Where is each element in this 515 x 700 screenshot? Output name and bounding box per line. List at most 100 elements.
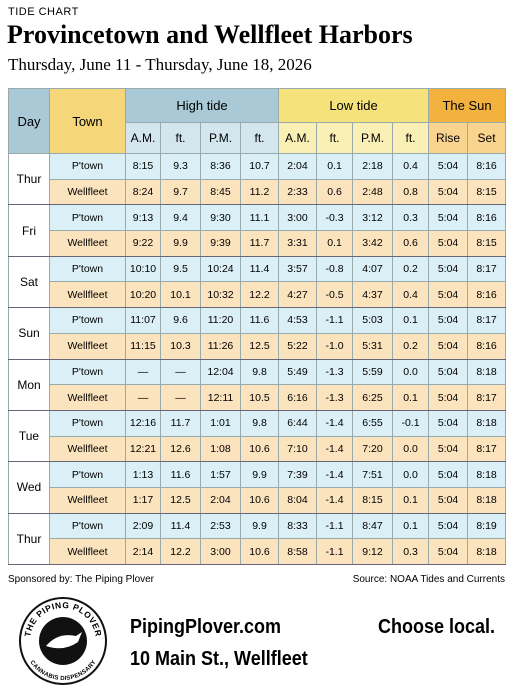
sponsor: Sponsored by: The Piping Plover <box>8 574 155 585</box>
value-cell: 9:12 <box>352 538 393 565</box>
value-cell: 12:04 <box>200 358 241 386</box>
table-row: Thur P'town 2:09 11.4 2:53 9.9 8:33 -1.1 8:47 0.1… <box>8 512 507 566</box>
value-cell: 0.2 <box>391 332 430 360</box>
value-cell: 10.7 <box>240 153 279 180</box>
town-cell: P'town <box>49 255 126 283</box>
subheader-cell: P.M. <box>352 122 393 154</box>
value-cell: 11.7 <box>160 409 201 437</box>
table-row: Wellfleet 9:22 9.9 9:39 11.7 3:31 0.1 3:42 0.6 5:… <box>8 230 507 257</box>
value-cell: 0.3 <box>391 538 430 565</box>
title: Provincetown and Wellfleet Harbors <box>7 20 413 49</box>
value-cell: 12.5 <box>240 332 279 360</box>
town-cell: Wellfleet <box>49 538 126 565</box>
value-cell: 10.5 <box>240 384 279 411</box>
tide-table: Day Town High tide Low tide The Sun A.M. f… <box>8 88 507 566</box>
value-cell: 8:36 <box>200 153 241 180</box>
header-cell: Day <box>8 88 50 154</box>
value-cell: 2:09 <box>125 512 161 540</box>
value-cell: 3:31 <box>278 230 317 257</box>
value-cell: 8:18 <box>467 461 507 488</box>
value-cell: 12.2 <box>240 281 279 309</box>
table-row: Wellfleet 8:24 9.7 8:45 11.2 2:33 0.6 2:48 0.8 5:… <box>8 178 507 206</box>
value-cell: 8:18 <box>467 538 507 565</box>
value-cell: 0.1 <box>391 384 430 411</box>
source: Source: NOAA Tides and Currents <box>352 574 505 585</box>
subheader-cell: ft. <box>316 122 353 154</box>
day-cell: Sat <box>8 255 50 309</box>
value-cell: 3:57 <box>278 255 317 283</box>
value-cell: 6:16 <box>278 384 317 411</box>
value-cell: 11:20 <box>200 307 241 334</box>
value-cell: 9.9 <box>240 512 279 540</box>
value-cell: -1.4 <box>316 486 353 514</box>
day-cell: Thur <box>8 512 50 566</box>
value-cell: 8:58 <box>278 538 317 565</box>
value-cell: 10:10 <box>125 255 161 283</box>
value-cell: 3:00 <box>200 538 241 565</box>
value-cell: 5:59 <box>352 358 393 386</box>
value-cell: 11:15 <box>125 332 161 360</box>
value-cell: 7:51 <box>352 461 393 488</box>
table-row: Wellfleet 10:20 10.1 10:32 12.2 4:27 -0.5 4:37 0… <box>8 281 507 309</box>
value-cell: 5:04 <box>428 486 469 514</box>
value-cell: 8:15 <box>352 486 393 514</box>
value-cell: 7:39 <box>278 461 317 488</box>
value-cell: 2:33 <box>278 178 317 206</box>
value-cell: 4:07 <box>352 255 393 283</box>
value-cell: 0.1 <box>316 230 353 257</box>
value-cell: 9.3 <box>160 153 201 180</box>
table-row: Wellfleet — —12:11 10.5 6:16 -1.3 6:25 0.1 5:04 8… <box>8 384 507 411</box>
value-cell: 12:21 <box>125 435 161 463</box>
value-cell: 8:16 <box>467 281 507 309</box>
value-cell: 8:45 <box>200 178 241 206</box>
value-cell: 5:04 <box>428 512 469 540</box>
value-cell: 8:24 <box>125 178 161 206</box>
value-cell: 11.6 <box>160 461 201 488</box>
value-cell: 10:20 <box>125 281 161 309</box>
value-cell: 5:04 <box>428 153 469 180</box>
value-cell: 0.6 <box>391 230 430 257</box>
value-cell: 8:17 <box>467 255 507 283</box>
value-cell: 11.7 <box>240 230 279 257</box>
value-cell: 4:37 <box>352 281 393 309</box>
value-cell: 0.8 <box>391 178 430 206</box>
town-cell: P'town <box>49 204 126 232</box>
value-cell: 11.4 <box>160 512 201 540</box>
address: 10 Main St., Wellfleet <box>130 648 308 670</box>
value-cell: 12.6 <box>160 435 201 463</box>
value-cell: 8:33 <box>278 512 317 540</box>
value-cell: 7:10 <box>278 435 317 463</box>
value-cell: 11:07 <box>125 307 161 334</box>
value-cell: -1.1 <box>316 538 353 565</box>
subheader-cell: P.M. <box>200 122 241 154</box>
value-cell: -1.4 <box>316 409 353 437</box>
value-cell: 5:04 <box>428 435 469 463</box>
subheader-cell: ft. <box>391 122 430 154</box>
value-cell: 7:20 <box>352 435 393 463</box>
value-cell: 8:15 <box>125 153 161 180</box>
value-cell: 11.1 <box>240 204 279 232</box>
value-cell: 0.1 <box>391 486 430 514</box>
logo: THE PIPING PLOVER CANNABIS DISPENSARY <box>19 597 107 685</box>
value-cell: 4:27 <box>278 281 317 309</box>
value-cell: -0.8 <box>316 255 353 283</box>
value-cell: -0.1 <box>391 409 430 437</box>
town-cell: P'town <box>49 307 126 334</box>
table-row: Mon P'town — —12:04 9.8 5:49 -1.3 5:59 0.0 5:04 8:… <box>8 358 507 411</box>
value-cell: 10.6 <box>240 486 279 514</box>
table-row: Sun P'town 11:07 9.6 11:20 11.6 4:53 -1.1 5:03 0.… <box>8 307 507 360</box>
value-cell: 5:04 <box>428 204 469 232</box>
value-cell: 9.8 <box>240 358 279 386</box>
value-cell: 11.2 <box>240 178 279 206</box>
subheader-cell: Rise <box>428 122 469 154</box>
town-cell: P'town <box>49 461 126 488</box>
value-cell: 0.6 <box>316 178 353 206</box>
value-cell: 1:17 <box>125 486 161 514</box>
value-cell: 5:49 <box>278 358 317 386</box>
value-cell: 5:22 <box>278 332 317 360</box>
value-cell: — <box>160 358 201 386</box>
value-cell: 5:04 <box>428 384 469 411</box>
value-cell: 8:17 <box>467 384 507 411</box>
value-cell: 8:18 <box>467 486 507 514</box>
value-cell: -0.3 <box>316 204 353 232</box>
